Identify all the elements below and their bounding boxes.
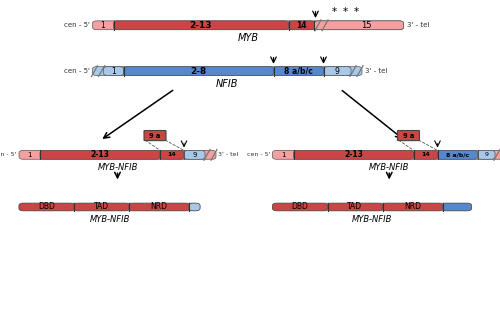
FancyBboxPatch shape bbox=[288, 21, 314, 30]
FancyBboxPatch shape bbox=[328, 203, 382, 211]
Text: NRD: NRD bbox=[404, 203, 421, 211]
FancyBboxPatch shape bbox=[184, 150, 205, 159]
Text: 2-8: 2-8 bbox=[190, 67, 206, 76]
FancyBboxPatch shape bbox=[124, 67, 274, 76]
FancyBboxPatch shape bbox=[74, 203, 129, 211]
Text: 2-13: 2-13 bbox=[190, 21, 212, 30]
FancyBboxPatch shape bbox=[104, 67, 124, 76]
FancyBboxPatch shape bbox=[438, 150, 478, 159]
FancyBboxPatch shape bbox=[478, 150, 495, 159]
Text: 15: 15 bbox=[360, 21, 371, 30]
Text: 1: 1 bbox=[27, 152, 32, 158]
FancyBboxPatch shape bbox=[114, 21, 288, 30]
FancyBboxPatch shape bbox=[314, 21, 404, 30]
Text: cen - 5': cen - 5' bbox=[246, 152, 270, 157]
Text: *: * bbox=[343, 7, 348, 17]
Text: MYB-NFIB: MYB-NFIB bbox=[90, 215, 130, 223]
Text: 2-13: 2-13 bbox=[90, 150, 110, 159]
Text: 1: 1 bbox=[111, 67, 116, 76]
Text: 9: 9 bbox=[335, 67, 340, 76]
Text: NFIB: NFIB bbox=[216, 79, 238, 89]
FancyBboxPatch shape bbox=[92, 67, 362, 76]
Text: cen - 5': cen - 5' bbox=[64, 68, 90, 74]
FancyBboxPatch shape bbox=[129, 203, 189, 211]
Text: 9: 9 bbox=[484, 152, 488, 157]
FancyBboxPatch shape bbox=[398, 131, 419, 141]
FancyBboxPatch shape bbox=[92, 21, 404, 30]
Text: cen - 5': cen - 5' bbox=[64, 22, 90, 28]
FancyBboxPatch shape bbox=[414, 150, 438, 159]
FancyBboxPatch shape bbox=[272, 150, 500, 159]
FancyBboxPatch shape bbox=[40, 150, 160, 159]
Text: 14: 14 bbox=[168, 152, 176, 157]
Text: 9: 9 bbox=[192, 152, 197, 158]
FancyBboxPatch shape bbox=[294, 150, 414, 159]
Text: 9 a: 9 a bbox=[403, 133, 414, 138]
Text: 1: 1 bbox=[281, 152, 285, 158]
FancyBboxPatch shape bbox=[19, 150, 216, 159]
Text: MYB-NFIB: MYB-NFIB bbox=[98, 163, 138, 172]
Text: DBD: DBD bbox=[292, 203, 308, 211]
Text: 8 a/b/c: 8 a/b/c bbox=[446, 152, 469, 157]
Text: 2-13: 2-13 bbox=[344, 150, 363, 159]
FancyBboxPatch shape bbox=[160, 150, 184, 159]
FancyBboxPatch shape bbox=[19, 203, 200, 211]
FancyBboxPatch shape bbox=[442, 203, 472, 211]
Text: 3' - tel: 3' - tel bbox=[406, 22, 429, 28]
FancyBboxPatch shape bbox=[382, 203, 442, 211]
Text: MYB-NFIB: MYB-NFIB bbox=[369, 163, 410, 172]
Text: 9 a: 9 a bbox=[150, 133, 160, 138]
FancyBboxPatch shape bbox=[272, 203, 471, 211]
Text: MYB: MYB bbox=[238, 33, 258, 44]
FancyBboxPatch shape bbox=[19, 203, 74, 211]
Text: 14: 14 bbox=[421, 152, 430, 157]
FancyBboxPatch shape bbox=[272, 203, 328, 211]
FancyBboxPatch shape bbox=[274, 67, 324, 76]
Text: 1: 1 bbox=[100, 21, 105, 30]
Text: TAD: TAD bbox=[94, 203, 109, 211]
FancyBboxPatch shape bbox=[189, 203, 200, 211]
Text: 8 a/b/c: 8 a/b/c bbox=[284, 67, 313, 76]
Text: *: * bbox=[354, 7, 359, 17]
Text: MYB-NFIB: MYB-NFIB bbox=[352, 215, 392, 223]
Text: cen - 5': cen - 5' bbox=[0, 152, 16, 157]
FancyBboxPatch shape bbox=[324, 67, 351, 76]
Text: DBD: DBD bbox=[38, 203, 55, 211]
FancyBboxPatch shape bbox=[144, 131, 166, 141]
Text: 14: 14 bbox=[296, 21, 306, 30]
Text: NRD: NRD bbox=[150, 203, 168, 211]
Text: *: * bbox=[332, 7, 337, 17]
Text: 3' - tel: 3' - tel bbox=[365, 68, 388, 74]
Text: 3' - tel: 3' - tel bbox=[218, 152, 239, 157]
Text: TAD: TAD bbox=[348, 203, 362, 211]
